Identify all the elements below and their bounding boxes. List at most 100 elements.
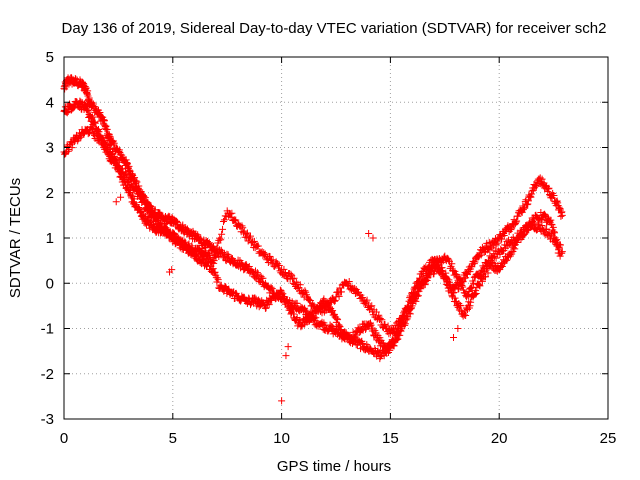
- data-point-interp: [297, 323, 305, 331]
- data-point-interp: [552, 241, 560, 249]
- data-point-interp: [376, 315, 384, 323]
- outlier-point: [450, 334, 458, 342]
- data-point-interp: [414, 292, 422, 300]
- y-tick-label: 2: [46, 185, 54, 202]
- data-point-interp: [466, 302, 474, 310]
- data-point-interp: [454, 285, 462, 293]
- data-point-interp: [279, 290, 287, 298]
- data-point-interp: [550, 228, 558, 236]
- data-point-interp: [251, 294, 259, 302]
- data-point-interp: [396, 326, 404, 334]
- data-point-interp: [393, 336, 401, 344]
- data-point-interp: [524, 200, 532, 208]
- outlier-point: [369, 234, 377, 242]
- data-point-interp: [413, 292, 421, 300]
- data-point-interp: [442, 269, 450, 277]
- data-point-interp: [293, 299, 301, 307]
- data-point-interp: [272, 294, 280, 302]
- y-tick-label: 1: [46, 230, 54, 247]
- data-point-interp: [126, 175, 134, 183]
- data-point-interp: [289, 310, 297, 318]
- data-point-interp: [254, 242, 262, 250]
- data-point-interp: [507, 226, 515, 234]
- data-point-interp: [219, 225, 227, 233]
- data-point-interp: [494, 239, 502, 247]
- data-point-interp: [445, 278, 453, 286]
- data-point-interp: [186, 244, 194, 252]
- data-points: [60, 74, 566, 405]
- data-point-interp: [475, 281, 483, 289]
- data-point: [556, 252, 564, 260]
- data-point-interp: [527, 193, 535, 201]
- data-point-interp: [103, 141, 111, 149]
- data-point: [460, 311, 468, 319]
- data-point-interp: [431, 267, 439, 275]
- data-point-interp: [225, 285, 233, 293]
- data-point-interp: [260, 249, 268, 257]
- data-point-interp: [305, 296, 313, 304]
- data-point-interp: [97, 137, 105, 145]
- data-point-interp: [472, 290, 480, 298]
- data-point-interp: [467, 298, 475, 306]
- data-point-interp: [456, 275, 464, 283]
- data-point-interp: [411, 296, 419, 304]
- data-point-interp: [209, 265, 217, 273]
- data-point-interp: [490, 259, 498, 267]
- data-point-interp: [88, 113, 96, 121]
- data-point-interp: [459, 283, 467, 291]
- data-point-interp: [240, 227, 248, 235]
- x-tick-label: 5: [169, 430, 177, 447]
- data-point-interp: [378, 316, 386, 324]
- data-point-interp: [531, 219, 539, 227]
- data-point-interp: [450, 289, 458, 297]
- data-point-interp: [287, 270, 295, 278]
- data-point-interp: [266, 253, 274, 261]
- chart-title: Day 136 of 2019, Sidereal Day-to-day VTE…: [62, 20, 607, 37]
- data-point-interp: [296, 281, 304, 289]
- data-point-interp: [275, 261, 283, 269]
- data-point-interp: [235, 221, 243, 229]
- data-point-interp: [447, 282, 455, 290]
- outlier-point: [365, 229, 373, 237]
- data-point-interp: [362, 325, 370, 333]
- data-point-interp: [284, 299, 292, 307]
- data-point-interp: [498, 235, 506, 243]
- data-point-interp: [127, 180, 135, 188]
- data-point-interp: [476, 282, 484, 290]
- data-point-interp: [524, 197, 532, 205]
- data-point-interp: [376, 353, 384, 361]
- x-tick-label: 10: [273, 430, 290, 447]
- data-point-interp: [301, 306, 309, 314]
- data-point-interp: [470, 279, 478, 287]
- data-point-interp: [406, 310, 414, 318]
- data-point-interp: [329, 323, 337, 331]
- data-point-interp: [274, 260, 282, 268]
- data-point-interp: [551, 229, 559, 237]
- data-point-interp: [484, 269, 492, 277]
- data-point-interp: [306, 296, 314, 304]
- data-point-interp: [384, 322, 392, 330]
- data-point-interp: [552, 236, 560, 244]
- outlier-point: [282, 352, 290, 360]
- data-point-interp: [401, 321, 409, 329]
- outlier-point: [454, 325, 462, 332]
- outlier-point: [278, 397, 286, 405]
- data-point-interp: [244, 237, 252, 245]
- data-point-interp: [367, 321, 375, 329]
- data-point-interp: [439, 267, 447, 275]
- data-point-interp: [512, 218, 520, 226]
- data-point-interp: [345, 278, 353, 286]
- data-point-interp: [250, 237, 258, 245]
- data-point-interp: [448, 260, 456, 268]
- data-point-interp: [424, 271, 432, 279]
- data-point-interp: [309, 312, 317, 320]
- data-point-interp: [246, 234, 254, 242]
- data-point-interp: [335, 292, 343, 300]
- data-point-interp: [351, 284, 359, 292]
- data-point-interp: [211, 268, 219, 276]
- data-point-interp: [97, 133, 105, 141]
- data-point-interp: [214, 274, 222, 282]
- data-point-interp: [547, 216, 555, 224]
- outlier-point: [284, 343, 292, 351]
- data-point-interp: [122, 170, 130, 178]
